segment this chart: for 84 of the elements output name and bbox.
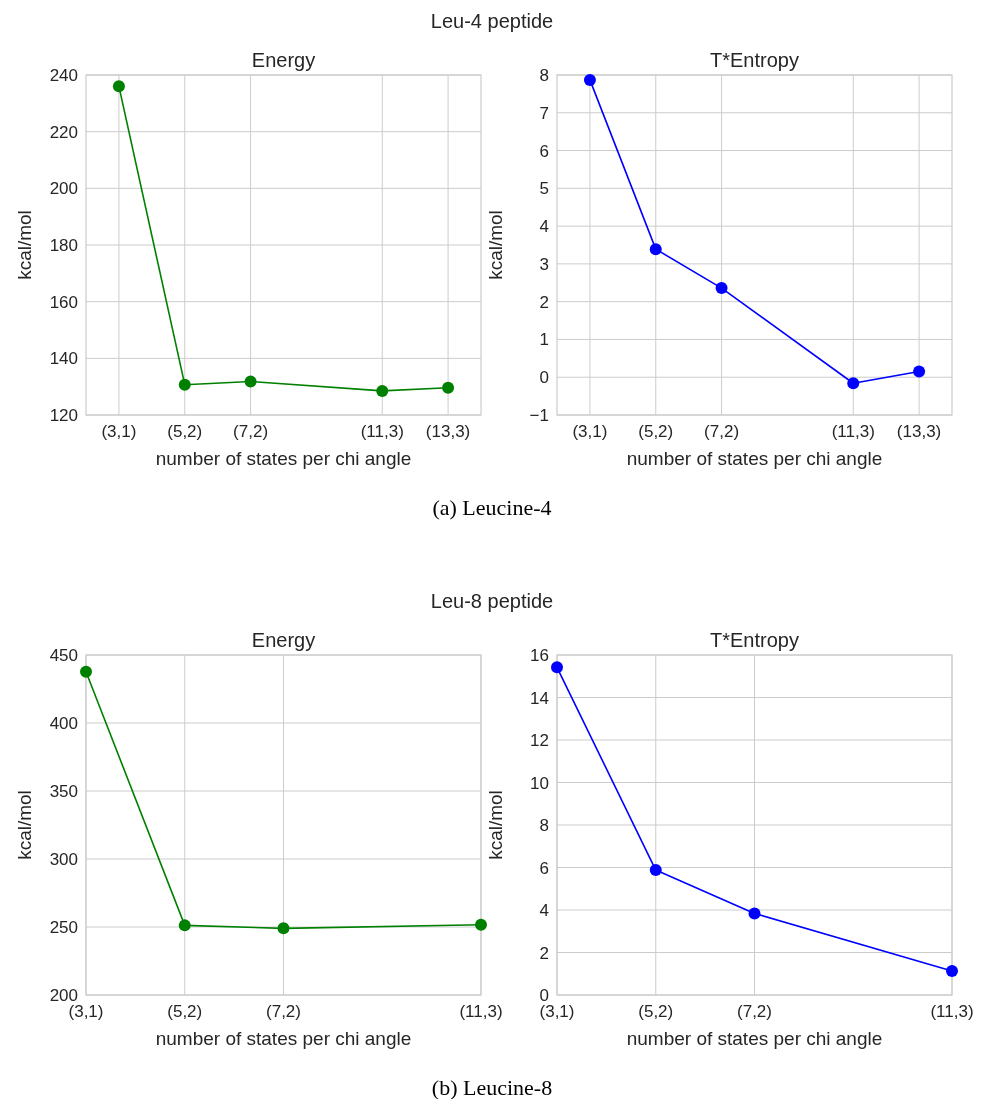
y-tick-label: 0 — [539, 986, 549, 1005]
point — [551, 661, 563, 674]
chart-title: T*Entropy — [710, 629, 799, 651]
point — [913, 365, 926, 378]
y-tick-label: 10 — [530, 773, 549, 793]
y-tick-label: 240 — [49, 66, 78, 85]
y-tick-label: 200 — [49, 986, 78, 1005]
x-tick-label: (7,2) — [737, 1002, 772, 1021]
y-tick-label: 400 — [49, 714, 78, 733]
y-tick-label: 8 — [539, 66, 549, 85]
y-tick-label: 3 — [539, 254, 549, 274]
chart-title: Energy — [251, 629, 316, 651]
y-tick-label: 200 — [49, 179, 78, 199]
point — [376, 384, 389, 397]
x-tick-label: (5,2) — [638, 1002, 674, 1021]
x-axis-title: number of states per chi angle — [155, 1028, 412, 1049]
y-axis-title: kcal/mol — [14, 790, 35, 860]
y-tick-label: 6 — [539, 141, 549, 161]
point — [112, 80, 125, 93]
point — [748, 907, 761, 920]
x-tick-label: (7,2) — [704, 422, 740, 441]
x-tick-label: (13,3) — [425, 422, 471, 441]
x-tick-label: (13,3) — [896, 422, 942, 441]
x-tick-label: (11,3) — [360, 422, 404, 441]
x-tick-label: (5,2) — [167, 422, 203, 441]
y-tick-label: 120 — [49, 406, 78, 425]
y-tick-label: 0 — [539, 368, 549, 388]
x-tick-label: (3,1) — [539, 1002, 575, 1021]
x-tick-label: (11,3) — [831, 422, 875, 441]
y-tick-label: 2 — [539, 943, 549, 963]
x-tick-label: (3,1) — [68, 1002, 104, 1021]
point — [583, 73, 596, 86]
point — [178, 919, 191, 932]
y-tick-label: 7 — [539, 103, 549, 123]
text: Leu-8 peptide — [430, 590, 554, 612]
x-axis-title: number of states per chi angle — [626, 1028, 883, 1049]
y-axis-title: kcal/mol — [485, 790, 506, 860]
y-axis-title: kcal/mol — [485, 210, 506, 280]
y-tick-label: 16 — [530, 646, 549, 665]
y-axis-title: kcal/mol — [14, 210, 35, 280]
y-tick-label: 5 — [539, 179, 549, 199]
point — [80, 665, 92, 678]
x-tick-label: (3,1) — [572, 422, 608, 441]
y-tick-label: 160 — [49, 292, 78, 312]
point — [946, 964, 958, 977]
x-tick-label: (7,2) — [266, 1002, 301, 1021]
y-tick-label: 180 — [49, 236, 78, 255]
chart-title: T*Entropy — [710, 49, 799, 71]
point — [715, 282, 728, 295]
x-tick-label: (5,2) — [167, 1002, 203, 1021]
y-tick-label: 14 — [530, 688, 549, 708]
y-tick-label: −1 — [529, 406, 549, 425]
y-tick-label: 2 — [539, 292, 549, 312]
y-tick-label: 4 — [539, 901, 549, 920]
y-tick-label: 1 — [539, 330, 549, 350]
y-tick-label: 8 — [539, 816, 549, 835]
y-tick-label: 140 — [49, 349, 78, 369]
y-tick-label: 220 — [49, 122, 78, 142]
point — [244, 375, 257, 388]
point — [649, 243, 662, 256]
x-axis-title: number of states per chi angle — [155, 448, 412, 469]
point — [442, 381, 455, 394]
point — [277, 922, 290, 935]
y-tick-label: 12 — [530, 731, 549, 750]
y-tick-label: 6 — [539, 858, 549, 878]
x-axis-title: number of states per chi angle — [626, 448, 883, 469]
y-tick-label: 350 — [49, 782, 78, 801]
x-tick-label: (7,2) — [233, 422, 269, 441]
text: Leu-4 peptide — [430, 10, 554, 32]
point — [649, 864, 662, 877]
x-tick-label: (11,3) — [930, 1002, 974, 1021]
x-tick-label: (3,1) — [101, 422, 137, 441]
text: (b) Leucine-8 — [431, 1075, 553, 1099]
y-tick-label: 250 — [49, 918, 78, 937]
x-tick-label: (11,3) — [459, 1002, 503, 1021]
y-tick-label: 450 — [49, 646, 78, 665]
y-tick-label: 300 — [49, 850, 78, 869]
y-tick-label: 4 — [539, 217, 549, 237]
text: (a) Leucine-4 — [432, 495, 552, 520]
chart-title: Energy — [251, 49, 316, 71]
point — [178, 378, 191, 391]
point — [847, 377, 860, 390]
x-tick-label: (5,2) — [638, 422, 674, 441]
point — [475, 918, 487, 931]
